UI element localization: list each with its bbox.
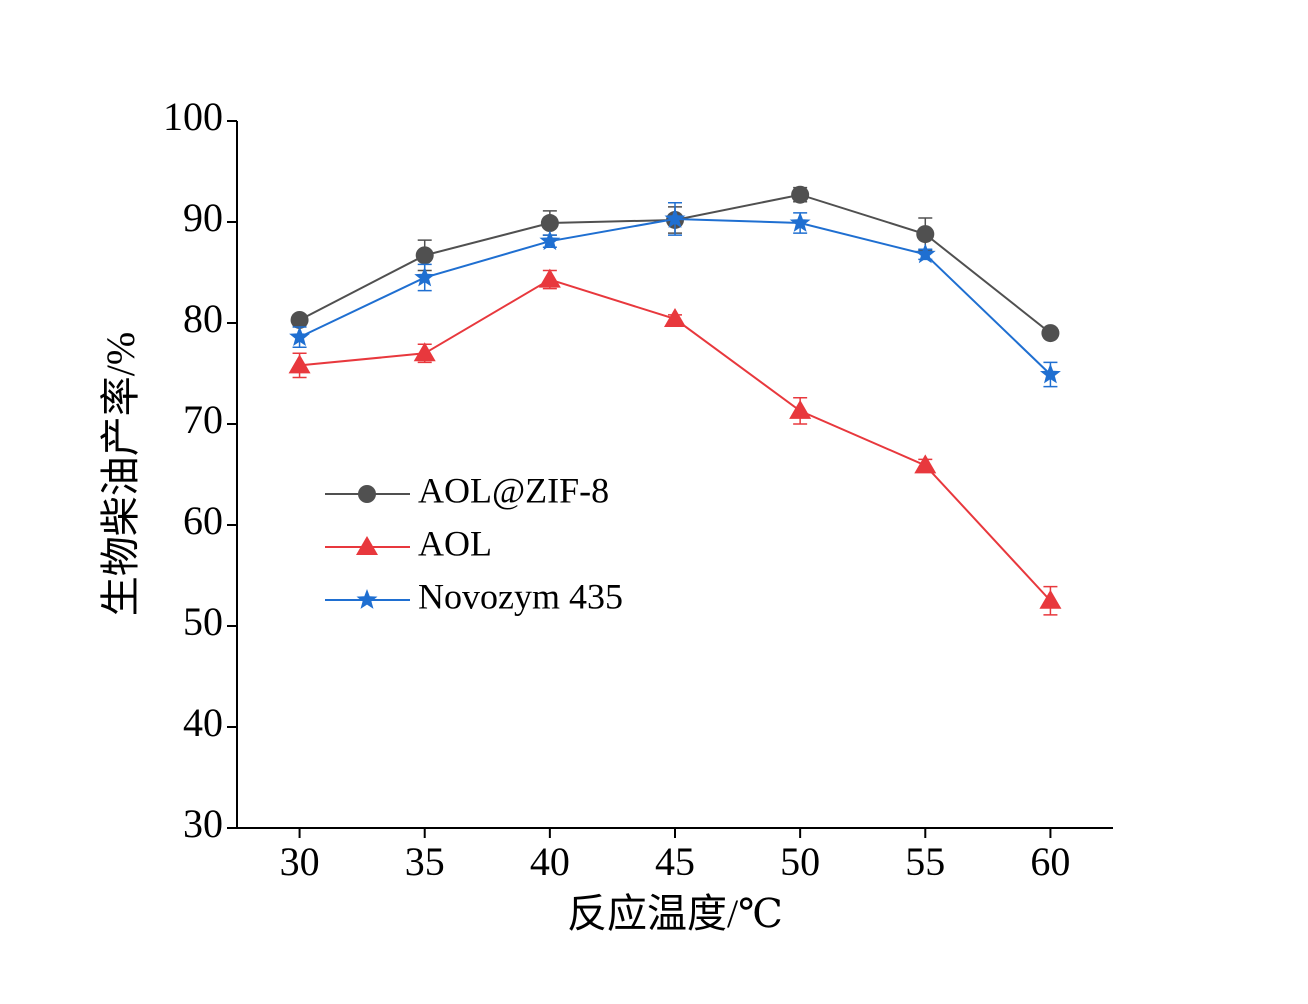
- x-axis-label: 反应温度/℃: [567, 891, 783, 936]
- marker: [539, 230, 561, 251]
- x-tick-label: 60: [1030, 839, 1070, 884]
- x-tick-label: 35: [405, 839, 445, 884]
- x-tick-label: 40: [530, 839, 570, 884]
- legend-marker: [358, 485, 376, 503]
- y-tick-label: 70: [183, 397, 223, 442]
- legend-marker: [356, 589, 378, 609]
- legend-label: Novozym 435: [418, 576, 623, 616]
- marker: [789, 212, 811, 232]
- y-axis-label: 生物柴油产率/%: [98, 332, 143, 616]
- x-tick-label: 30: [280, 839, 320, 884]
- marker: [540, 214, 559, 233]
- marker: [1041, 324, 1060, 343]
- y-tick-label: 100: [163, 94, 223, 139]
- marker: [1040, 363, 1061, 384]
- marker: [914, 243, 936, 264]
- legend-label: AOL: [418, 523, 492, 563]
- marker: [538, 268, 561, 288]
- legend-label: AOL@ZIF-8: [418, 470, 609, 510]
- marker: [290, 310, 309, 329]
- marker: [789, 399, 812, 419]
- y-tick-label: 40: [183, 700, 223, 745]
- x-tick-label: 50: [780, 839, 820, 884]
- marker: [289, 326, 310, 346]
- marker: [916, 225, 935, 244]
- series-line: [299, 278, 1052, 602]
- y-tick-label: 50: [183, 599, 223, 644]
- x-tick-label: 45: [655, 839, 695, 884]
- legend-marker: [356, 536, 378, 555]
- y-tick-label: 30: [183, 801, 223, 846]
- marker: [664, 307, 686, 327]
- marker: [288, 354, 311, 374]
- y-tick-label: 80: [183, 296, 223, 341]
- x-tick-label: 55: [905, 839, 945, 884]
- marker: [664, 208, 686, 228]
- marker: [914, 454, 937, 474]
- marker: [414, 266, 436, 287]
- y-tick-label: 60: [183, 498, 223, 543]
- marker: [791, 185, 810, 204]
- marker: [415, 246, 434, 265]
- marker: [1039, 589, 1062, 609]
- y-tick-label: 90: [183, 195, 223, 240]
- marker: [413, 342, 436, 362]
- series-line: [299, 217, 1052, 376]
